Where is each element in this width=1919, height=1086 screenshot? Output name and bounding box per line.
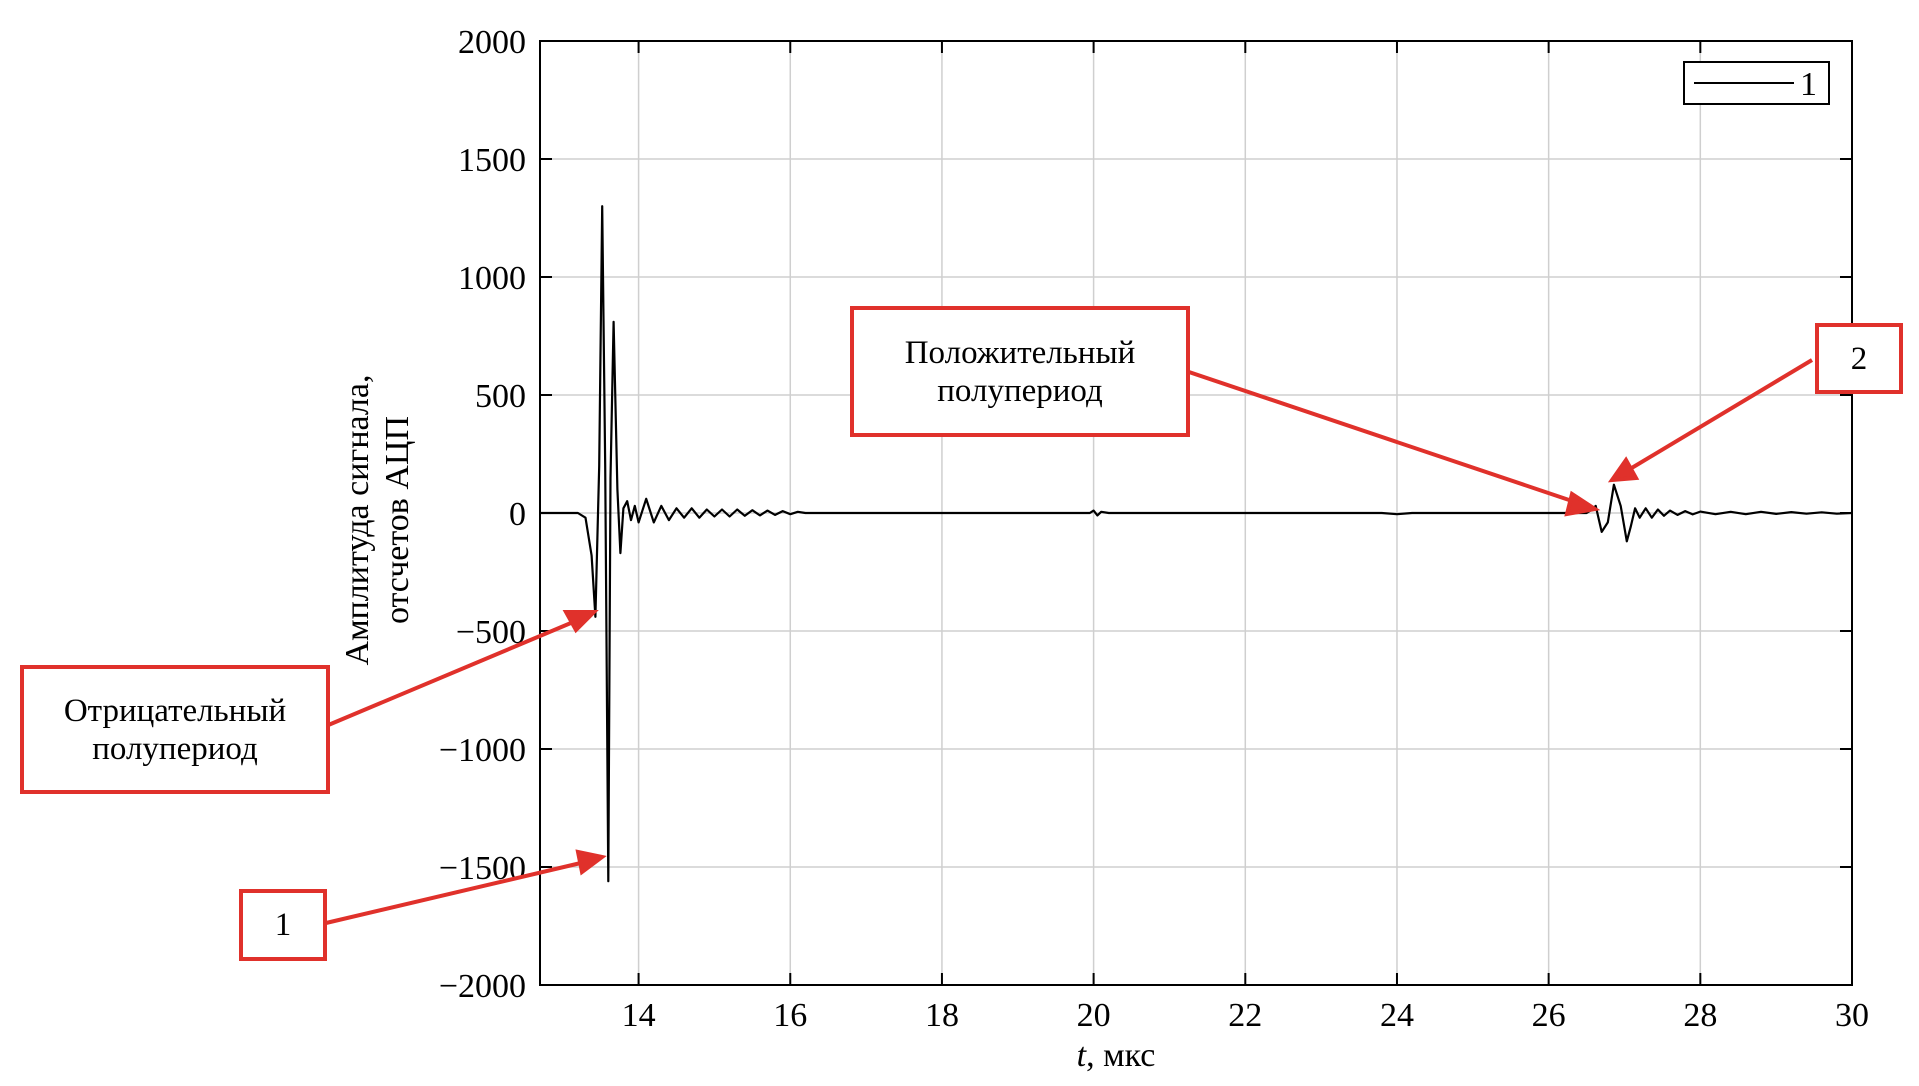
arrow-negative-half (325, 618, 579, 728)
x-tick-label: 30 (1835, 997, 1869, 1034)
arrow-negative-half-head (562, 610, 599, 634)
callout-positive-half: Положительный полупериод (850, 306, 1190, 437)
y-tick-label: −1500 (439, 850, 526, 887)
y-tick-label: 2000 (458, 24, 526, 61)
y-tick-label: 500 (475, 378, 526, 415)
x-tick-label: 16 (773, 997, 807, 1034)
arrow-marker-1-head (575, 849, 607, 876)
arrow-marker-1 (325, 860, 586, 925)
x-axis-label: t, мкс (1077, 1037, 1156, 1074)
x-tick-label: 28 (1683, 997, 1717, 1034)
y-axis-label-line1: Амплитуда сигнала, (339, 375, 376, 666)
arrow-marker-2 (1623, 358, 1814, 474)
series-line (540, 205, 1853, 883)
x-tick-label: 14 (622, 997, 656, 1034)
x-tick-label: 26 (1532, 997, 1566, 1034)
y-tick-label: 1500 (458, 142, 526, 179)
x-tick-label: 22 (1228, 997, 1262, 1034)
arrow-marker-2-head (1607, 456, 1640, 483)
y-tick-label: −2000 (439, 968, 526, 1005)
y-tick-label: −1000 (439, 732, 526, 769)
legend-label: 1 (1800, 66, 1817, 103)
legend: 1 (1683, 61, 1830, 105)
x-tick-label: 20 (1077, 997, 1111, 1034)
y-axis-label: Амплитуда сигнала, отсчетов АЦП (339, 375, 416, 666)
callout-marker-2: 2 (1815, 323, 1903, 394)
arrow-positive-half (1182, 368, 1579, 505)
y-axis-label-line2: отсчетов АЦП (379, 416, 416, 624)
x-tick-label: 24 (1380, 997, 1414, 1034)
x-tick-label: 18 (925, 997, 959, 1034)
axis-ticks: 14 16 18 20 22 24 26 28 302000150010005000−500−1… (439, 24, 1869, 1034)
arrow-positive-half-head (1564, 490, 1601, 517)
y-tick-label: 1000 (458, 260, 526, 297)
callout-negative-half: Отрицательный полупериод (20, 665, 330, 794)
plot-area (540, 205, 1853, 883)
callout-arrows (325, 358, 1814, 925)
y-tick-label: 0 (509, 496, 526, 533)
callout-marker-1: 1 (239, 889, 327, 961)
